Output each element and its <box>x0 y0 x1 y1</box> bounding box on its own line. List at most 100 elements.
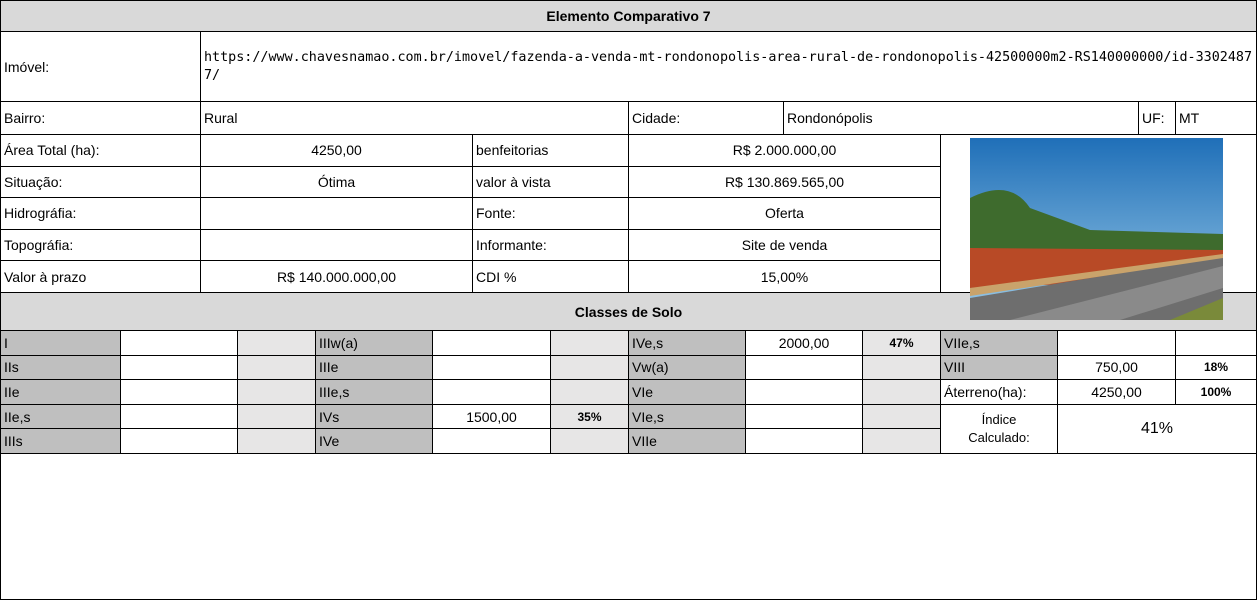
soil-area: 4250,00 <box>1091 383 1142 400</box>
soil-percent <box>862 428 941 454</box>
soil-class: IIIs <box>4 433 23 450</box>
label: valor à vista <box>476 173 551 190</box>
value: Site de venda <box>628 228 941 262</box>
soil-area <box>120 379 238 405</box>
label: Valor à prazo <box>0 260 201 293</box>
soil-class: VIIe,s <box>944 334 980 351</box>
value: R$ 2.000.000,00 <box>628 134 941 167</box>
label: valor à vista <box>472 165 629 199</box>
index-value: 41% <box>1140 419 1174 437</box>
soil-area <box>745 379 863 405</box>
soil-class: IIIe <box>315 354 433 381</box>
url: https://www.chavesnamao.com.br/imovel/fa… <box>204 49 1253 83</box>
value: Rondonópolis <box>783 101 1139 135</box>
soil-class: IIs <box>0 354 121 381</box>
label: benfeitorias <box>472 134 629 167</box>
index-label: Índice Calculado: <box>940 403 1058 454</box>
section-title: Classes de Solo <box>574 303 683 320</box>
value: R$ 140.000.000,00 <box>276 268 397 285</box>
soil-area <box>120 330 238 356</box>
label: CDI % <box>476 268 517 285</box>
soil-class: VIe,s <box>628 403 746 430</box>
soil-area <box>120 428 238 454</box>
label: Situação: <box>0 165 201 199</box>
soil-percent <box>550 379 629 405</box>
value: 4250,00 <box>200 134 473 167</box>
soil-class: IIe <box>0 379 121 405</box>
label: Bairro: <box>4 110 46 126</box>
value <box>200 197 473 230</box>
value: 4250,00 <box>311 142 362 159</box>
value: 15,00% <box>760 268 809 285</box>
soil-percent <box>237 428 316 454</box>
soil-area <box>432 428 551 454</box>
value: Ótima <box>317 173 356 190</box>
soil-class: VIIe <box>628 428 746 454</box>
soil-percent <box>237 330 316 356</box>
soil-percent <box>237 403 316 430</box>
url: https://www.chavesnamao.com.br/imovel/fa… <box>200 31 1257 102</box>
soil-area <box>432 330 551 356</box>
soil-class: IIIe <box>319 359 339 376</box>
soil-percent: 47% <box>889 335 914 350</box>
soil-class: I <box>4 334 8 351</box>
soil-area: 4250,00 <box>1057 379 1176 405</box>
soil-percent <box>1175 330 1257 356</box>
soil-class: VIII <box>940 354 1058 381</box>
soil-class: IIIw(a) <box>315 330 433 356</box>
label: Área Total (ha): <box>4 142 100 159</box>
soil-area: 1500,00 <box>466 408 517 425</box>
soil-class: IIs <box>4 359 19 376</box>
soil-class: IVs <box>315 403 433 430</box>
label: Informante: <box>476 237 547 254</box>
soil-class: VIe <box>632 383 654 400</box>
label: Cidade: <box>632 110 681 126</box>
soil-percent: 18% <box>1175 354 1257 381</box>
soil-area <box>1057 330 1176 356</box>
index-label: Índice Calculado: <box>968 411 1030 445</box>
soil-class: IIIe,s <box>319 383 350 400</box>
label: Topográfia: <box>0 228 201 262</box>
index-value: 41% <box>1057 403 1257 454</box>
label: Fonte: <box>476 205 516 222</box>
notes-area <box>0 453 1257 600</box>
value: 15,00% <box>628 260 941 293</box>
soil-area: 750,00 <box>1095 359 1138 376</box>
soil-class: IIe,s <box>0 403 121 430</box>
soil-class: Vw(a) <box>628 354 746 381</box>
soil-percent <box>550 330 629 356</box>
label: Área Total (ha): <box>0 134 201 167</box>
soil-area: 1500,00 <box>432 403 551 430</box>
value: R$ 130.869.565,00 <box>628 165 941 199</box>
label: Topográfia: <box>4 237 74 254</box>
soil-class: VIII <box>944 359 966 376</box>
label: Hidrográfia: <box>4 205 77 222</box>
soil-class: IVe <box>315 428 433 454</box>
soil-percent: 35% <box>550 403 629 430</box>
soil-class: IIe,s <box>4 408 31 425</box>
soil-percent: 100% <box>1200 384 1232 399</box>
property-photo <box>970 138 1223 320</box>
soil-area <box>120 403 238 430</box>
soil-class: IIIw(a) <box>319 334 358 351</box>
soil-percent <box>550 354 629 381</box>
soil-class: VIIe <box>632 433 657 450</box>
label: Cidade: <box>628 101 784 135</box>
label: UF: <box>1142 110 1165 126</box>
header-title: Elemento Comparativo 7 <box>0 0 1257 32</box>
soil-class: IVe,s <box>628 330 746 356</box>
soil-class: IVe <box>319 433 340 450</box>
value: Site de venda <box>741 237 828 254</box>
soil-area: 2000,00 <box>778 334 830 351</box>
soil-percent <box>862 403 941 430</box>
soil-area <box>120 354 238 381</box>
label: Hidrográfia: <box>0 197 201 230</box>
label: CDI % <box>472 260 629 293</box>
soil-area: 750,00 <box>1057 354 1176 381</box>
soil-percent <box>550 428 629 454</box>
label: Fonte: <box>472 197 629 230</box>
soil-class: VIIe,s <box>940 330 1058 356</box>
soil-class: I <box>0 330 121 356</box>
value: Rural <box>200 101 629 135</box>
soil-area <box>432 379 551 405</box>
